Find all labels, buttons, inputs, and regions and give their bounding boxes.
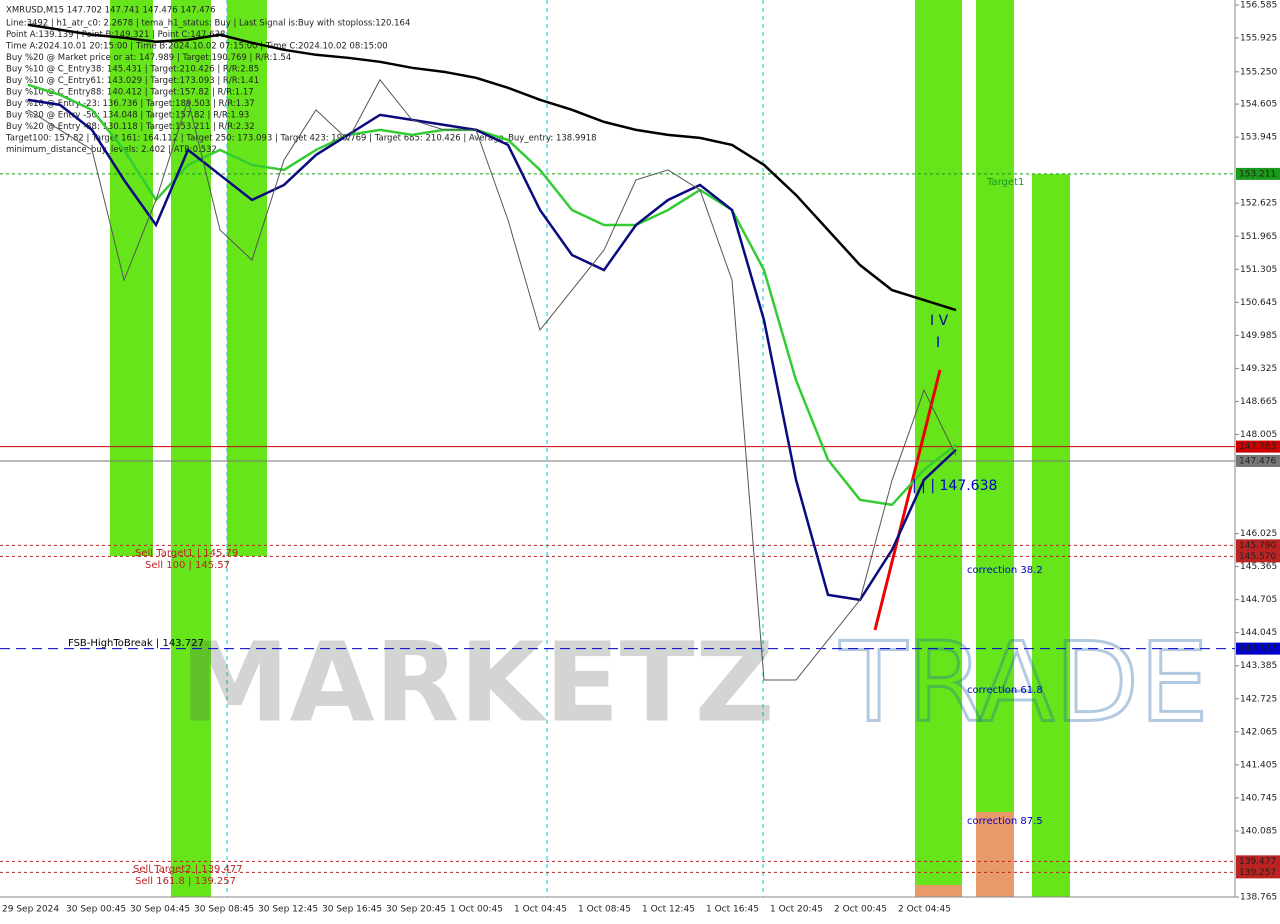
annotation: Sell Target2 | 139.477: [133, 864, 243, 875]
annotation: Target1: [986, 177, 1024, 188]
x-tick-label: 30 Sep 20:45: [386, 905, 446, 915]
y-tick-label: 151.305: [1240, 265, 1277, 275]
price-level-box: [1236, 642, 1280, 655]
zone: [171, 0, 211, 897]
info-line: Buy %20 @ Entry -88: 130.118 | Target:15…: [6, 122, 255, 132]
y-tick-label: 144.705: [1240, 595, 1277, 605]
price-level-box: [1236, 454, 1280, 467]
x-tick-label: 1 Oct 20:45: [770, 905, 823, 915]
y-tick-label: 149.325: [1240, 364, 1277, 374]
price-level-box: [1236, 866, 1280, 879]
x-tick-label: 30 Sep 00:45: [66, 905, 126, 915]
info-line: Buy %10 @ Entry -23: 136.736 | Target:18…: [6, 99, 255, 109]
chart-title: XMRUSD,M15 147.702 147.741 147.476 147.4…: [6, 6, 215, 16]
price-level-label: 147.763: [1239, 442, 1276, 452]
x-tick-label: 1 Oct 16:45: [706, 905, 759, 915]
y-tick-label: 148.665: [1240, 397, 1277, 407]
trend-line: [873, 369, 942, 631]
x-tick-label: 2 Oct 00:45: [834, 905, 887, 915]
x-tick-label: 30 Sep 08:45: [194, 905, 254, 915]
y-tick-label: 140.085: [1240, 826, 1277, 836]
price-level-label: 143.727: [1239, 644, 1276, 654]
annotation: FSB-HighToBreak | 143.727: [68, 638, 204, 649]
zone: [915, 885, 962, 897]
y-tick-label: 138.765: [1240, 893, 1277, 903]
x-tick-label: 30 Sep 04:45: [130, 905, 190, 915]
price-level-box: [1236, 539, 1280, 552]
price-level-label: 139.257: [1239, 868, 1276, 878]
annotation: correction 87.5: [967, 816, 1043, 827]
x-tick-label: 29 Sep 2024: [2, 905, 59, 915]
y-tick-label: 149.985: [1240, 331, 1277, 341]
y-tick-label: 142.065: [1240, 727, 1277, 737]
zone: [227, 0, 267, 556]
info-line: minimum_distance_buy_levels: 2.402 | ATR…: [6, 145, 217, 155]
price-level-box: [1236, 440, 1280, 453]
x-tick-label: 1 Oct 04:45: [514, 905, 567, 915]
y-tick-label: 155.925: [1240, 34, 1277, 44]
annotation: Sell 100 | 145.57: [145, 560, 230, 571]
y-tick-label: 152.625: [1240, 199, 1277, 209]
annotation: Sell 161.8 | 139.257: [135, 876, 236, 887]
annotation: | | | 147.638: [912, 478, 997, 494]
annotation: I V: [930, 313, 949, 329]
y-tick-label: 150.645: [1240, 298, 1277, 308]
signal-zones: [110, 0, 1070, 897]
y-tick-label: 148.005: [1240, 430, 1277, 440]
x-tick-label: 1 Oct 08:45: [578, 905, 631, 915]
watermark: MARKETZ: [180, 618, 774, 746]
series-line: [27, 98, 957, 602]
price-level-box: [1236, 167, 1280, 180]
y-tick-label: 143.385: [1240, 661, 1277, 671]
y-tick-label: 146.025: [1240, 529, 1277, 539]
watermark: TRADE: [839, 618, 1209, 746]
price-level-label: 147.476: [1239, 456, 1276, 466]
annotation: Sell Target1 | 145.79: [135, 548, 238, 559]
y-tick-label: 154.605: [1240, 100, 1277, 110]
series-line: [27, 83, 957, 507]
x-tick-label: 30 Sep 16:45: [322, 905, 382, 915]
y-tick-label: 156.585: [1240, 1, 1277, 11]
annotation: correction 61.8: [967, 685, 1043, 696]
x-tick-label: 1 Oct 12:45: [642, 905, 695, 915]
price-level-box: [1236, 550, 1280, 563]
info-line: Buy %20 @ Market price or at: 147.989 | …: [6, 53, 291, 63]
info-line: Buy %10 @ C_Entry61: 143.029 | Target:17…: [6, 76, 259, 86]
info-line: Buy %20 @ Entry -50: 134.048 | Target:15…: [6, 111, 249, 121]
info-line: Buy %10 @ C_Entry38: 145.431 | Target:21…: [6, 65, 259, 75]
y-tick-label: 142.725: [1240, 694, 1277, 704]
info-line: Time A:2024.10.01 20:15:00 | Time B:2024…: [5, 42, 388, 52]
x-tick-label: 2 Oct 04:45: [898, 905, 951, 915]
y-tick-label: 153.945: [1240, 133, 1277, 143]
annotation: correction 38.2: [967, 565, 1043, 576]
x-tick-label: 30 Sep 12:45: [258, 905, 318, 915]
info-line: Buy %10 @ C_Entry88: 140.412 | Target:15…: [6, 88, 254, 98]
zone: [1032, 174, 1070, 897]
y-tick-label: 144.045: [1240, 628, 1277, 638]
zone: [976, 0, 1014, 812]
price-level-label: 145.570: [1239, 552, 1276, 562]
y-tick-label: 140.745: [1240, 793, 1277, 803]
info-line: Target100: 157.82 | Target 161: 164.112 …: [5, 134, 597, 144]
info-line: Line:3492 | h1_atr_c0: 2.2678 | tema_h1_…: [6, 19, 410, 29]
info-line: Point A:139.139 | Point B:149.321 | Poin…: [6, 30, 225, 40]
price-level-label: 145.790: [1239, 541, 1276, 551]
zone: [915, 0, 962, 897]
series-line: [27, 23, 957, 312]
price-level-label: 139.477: [1239, 857, 1276, 867]
y-tick-label: 141.405: [1240, 760, 1277, 770]
price-level-box: [1236, 855, 1280, 868]
x-tick-label: 1 Oct 00:45: [450, 905, 503, 915]
y-tick-label: 145.365: [1240, 562, 1277, 572]
series-line: [27, 78, 957, 681]
y-tick-label: 151.965: [1240, 232, 1277, 242]
zone: [976, 812, 1014, 897]
annotation: I: [936, 335, 940, 351]
zone: [110, 0, 153, 556]
y-tick-label: 155.250: [1240, 67, 1277, 77]
price-level-label: 153.211: [1239, 169, 1276, 179]
